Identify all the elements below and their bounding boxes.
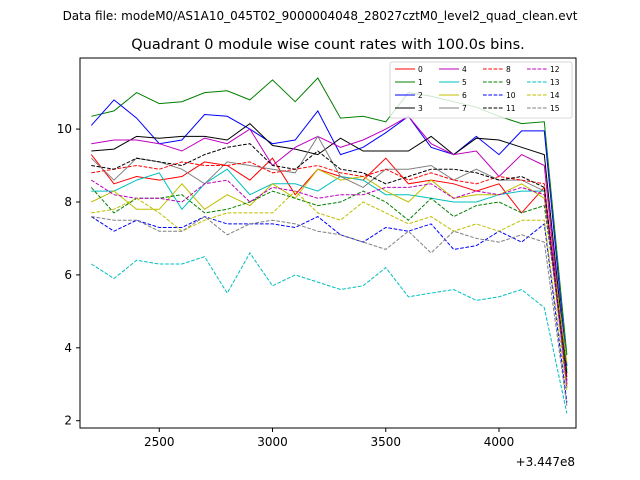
legend-frame (389, 61, 573, 119)
legend-label-12: 12 (550, 65, 560, 74)
x-tick-label: 3500 (370, 435, 401, 449)
legend-label-1: 1 (418, 78, 423, 87)
series-line-5 (91, 168, 568, 388)
x-tick-label: 3000 (257, 435, 288, 449)
legend-label-9: 9 (506, 78, 511, 87)
series-line-9 (90, 187, 568, 370)
series-line-6 (91, 168, 568, 363)
series-line-4 (91, 115, 568, 385)
x-axis: 2500 3000 3500 4000 (144, 428, 514, 449)
legend-label-2: 2 (418, 91, 423, 100)
series-line-0 (90, 154, 568, 378)
series-line-3 (91, 122, 568, 374)
series-line-14 (91, 190, 568, 392)
series-line-11 (91, 143, 568, 381)
series-line-7 (90, 135, 568, 385)
y-tick-label: 4 (64, 341, 72, 355)
series-line-15 (91, 215, 568, 407)
x-offset-label: +3.447e8 (516, 455, 575, 469)
legend-label-11: 11 (506, 104, 516, 113)
y-axis: 2 4 6 8 10 (57, 122, 80, 428)
series-lines (90, 77, 568, 414)
legend-label-8: 8 (506, 65, 511, 74)
legend-label-3: 3 (418, 104, 423, 113)
legend-label-4: 4 (462, 65, 467, 74)
suptitle: Data file: modeM0/AS1A10_045T02_90000040… (63, 9, 578, 23)
series-line-13 (91, 252, 568, 414)
series-line-12 (91, 179, 568, 385)
y-tick-label: 10 (57, 122, 72, 136)
series-line-10 (91, 216, 568, 403)
legend-label-7: 7 (462, 104, 467, 113)
legend-label-15: 15 (550, 104, 560, 113)
chart-title: Quadrant 0 module wise count rates with … (131, 37, 525, 53)
y-tick-label: 6 (64, 268, 72, 282)
y-tick-label: 8 (64, 195, 72, 209)
legend-label-14: 14 (550, 91, 560, 100)
legend-label-0: 0 (418, 65, 423, 74)
x-tick-label: 4000 (484, 435, 515, 449)
legend-label-5: 5 (462, 78, 467, 87)
legend-label-6: 6 (462, 91, 467, 100)
x-tick-label: 2500 (144, 435, 175, 449)
plot-frame (79, 57, 577, 429)
legend-label-10: 10 (506, 91, 516, 100)
y-tick-label: 2 (64, 414, 72, 428)
legend-label-13: 13 (550, 78, 560, 87)
series-line-8 (91, 161, 568, 388)
series-line-2 (90, 99, 568, 367)
